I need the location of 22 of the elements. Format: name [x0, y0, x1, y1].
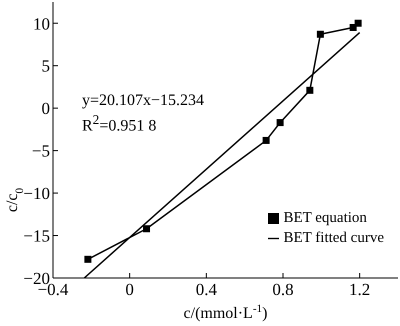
point — [143, 225, 150, 232]
y-tick-label: −10 — [23, 184, 50, 204]
point — [316, 30, 324, 38]
point — [276, 119, 284, 126]
x-tick-label: 1.2 — [349, 280, 370, 300]
x-tick-label: 0.8 — [272, 280, 294, 300]
annotation: R$^{2}$=0.951 8 — [82, 112, 156, 136]
x-tick-label: 0 — [125, 280, 134, 300]
y-tick-label: 5 — [42, 56, 50, 76]
point — [262, 136, 270, 144]
y-tick-label: 0 — [42, 99, 50, 118]
y-tick-label: 10 — [33, 14, 50, 34]
point — [306, 86, 314, 94]
x-axis-title: c/(mmol·L$^{-1}$) — [184, 303, 268, 322]
y-tick-label: −5 — [32, 142, 50, 161]
legend-label: BET fitted curve — [283, 230, 384, 246]
legend-label: BET equation — [283, 210, 367, 226]
y-tick-label: −15 — [23, 226, 50, 246]
point — [84, 256, 92, 263]
point — [354, 20, 362, 27]
x-tick-label: 0.4 — [196, 280, 218, 300]
annotation: y=20.107x−15.234 — [82, 92, 204, 110]
